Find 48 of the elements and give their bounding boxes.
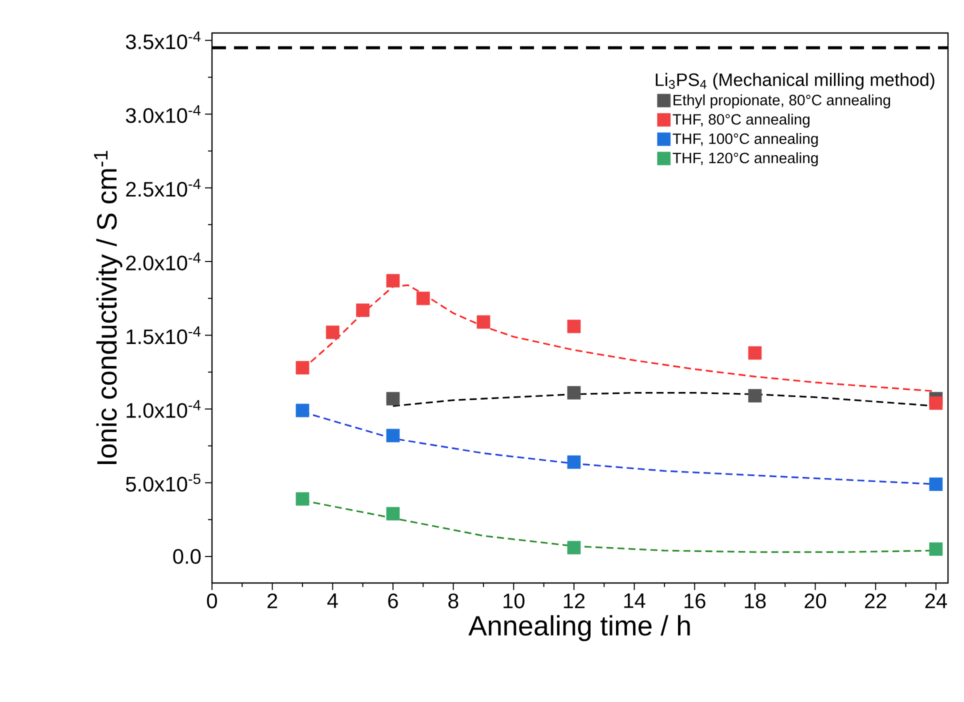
x-tick-label: 6	[388, 594, 398, 608]
point	[386, 506, 400, 520]
legend-label: THF, 100°C annealing	[672, 133, 818, 147]
y-tick-label: 5.0x10$^{-5}$	[126, 474, 200, 492]
x-axis-title: Annealing time / h	[468, 615, 690, 642]
x-tick-label: 0	[206, 594, 217, 608]
point	[356, 304, 370, 317]
x-tick-label: 24	[925, 594, 947, 608]
point	[296, 361, 310, 374]
point	[296, 404, 310, 418]
point	[386, 428, 400, 442]
point	[567, 540, 581, 554]
point	[929, 478, 943, 491]
x-tick-label: 20	[804, 594, 826, 608]
y-tick-label: 3.5x10$^{-4}$	[126, 31, 201, 50]
legend-label: Ethyl propionate, 80°C annealing	[674, 94, 890, 108]
point	[567, 386, 581, 400]
y-tick-label: 3.0x10$^{-4}$	[126, 105, 201, 123]
x-tick-label: 16	[684, 594, 706, 608]
y-tick-label: 1.0x10$^{-4}$	[126, 400, 201, 418]
x-tick-label: 18	[744, 594, 766, 608]
legend-title: Li$_{3}$PS$_{4}$ (Mechanical milling method)	[656, 72, 934, 90]
legend-label: THF, 120°C annealing	[672, 152, 818, 166]
x-tick-label: 14	[624, 594, 646, 608]
x-tick-label: 2	[268, 594, 278, 608]
legend-label: THF, 80°C annealing	[672, 114, 810, 128]
point	[748, 346, 762, 360]
x-tick-label: 12	[564, 594, 585, 608]
point	[416, 292, 430, 306]
y-tick-label: 0.0	[173, 549, 201, 564]
point	[386, 274, 400, 288]
point	[326, 326, 340, 340]
y-axis-title: Ionic conductivity / S cm$^{-1}$	[94, 150, 122, 464]
point	[296, 492, 310, 506]
y-tick-label: 2.5x10$^{-4}$	[126, 178, 201, 197]
point	[929, 542, 943, 556]
x-tick-label: 4	[327, 594, 338, 608]
point	[567, 455, 581, 469]
point	[748, 389, 762, 402]
point	[929, 396, 943, 410]
x-tick-label: 22	[865, 594, 886, 608]
point	[386, 392, 400, 406]
x-tick-label: 10	[504, 594, 524, 608]
y-tick-label: 2.0x10$^{-4}$	[126, 252, 201, 270]
point	[476, 315, 490, 329]
x-tick-label: 8	[448, 594, 458, 608]
y-tick-label: 1.5x10$^{-4}$	[126, 326, 201, 344]
point	[567, 320, 581, 334]
